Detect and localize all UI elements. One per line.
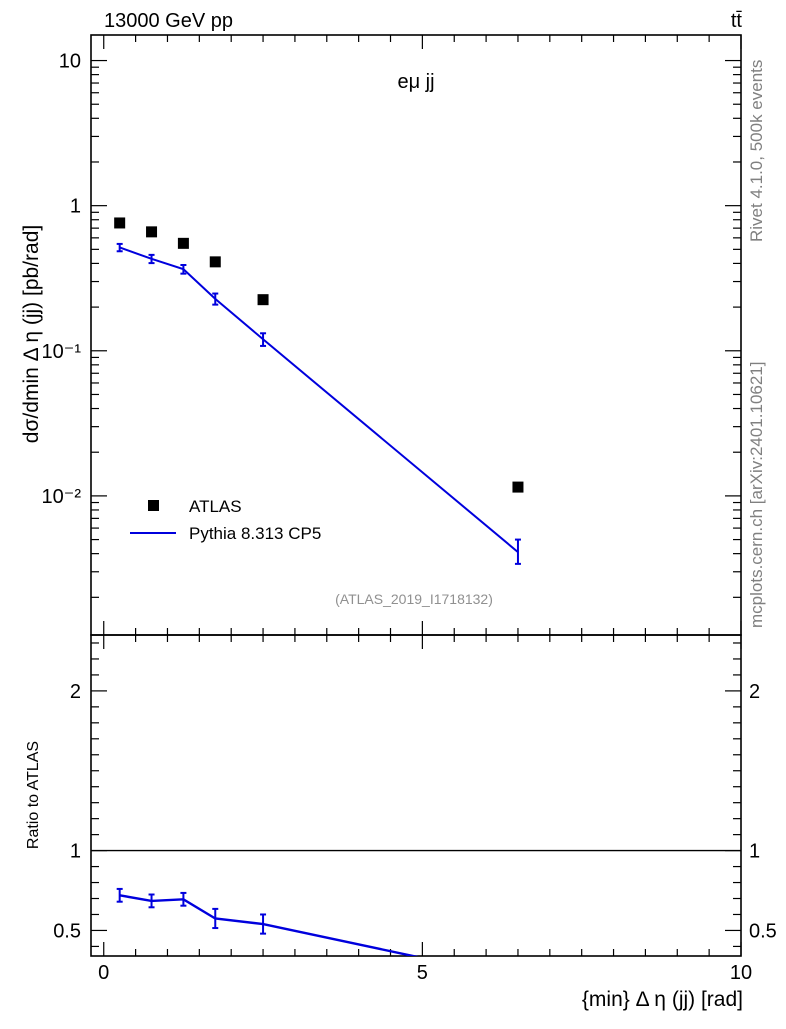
atlas-data-point — [114, 217, 126, 229]
x-tick-label: 10 — [730, 962, 752, 984]
main-panel: 10 1 10⁻¹ 10⁻² eμ jj dσ/dmin Δ η (jj) [pb/r… — [20, 34, 742, 636]
legend: ATLAS Pythia 8.313 CP5 — [130, 497, 321, 543]
ratio-y-tick-label: 2 — [70, 681, 81, 703]
main-y-tick-label: 10⁻² — [42, 486, 82, 508]
main-y-tick-label: 10 — [59, 51, 81, 73]
main-plot-frame — [90, 34, 742, 636]
ratio-plot-frame — [90, 634, 742, 957]
panel-label: eμ jj — [397, 71, 434, 93]
main-y-tick-label: 10⁻¹ — [42, 341, 82, 363]
rivet-version-label: Rivet 4.1.0, 500k events — [747, 60, 766, 242]
ratio-y-tick-label-right: 0.5 — [749, 920, 777, 942]
x-axis-label: {min} Δ η (jj) [rad] — [582, 988, 743, 1011]
legend-pythia-label: Pythia 8.313 CP5 — [189, 524, 321, 543]
ratio-panel: 0.5 0.5 1 1 2 2 0 5 10 Ratio to ATLAS {min} Δ η … — [25, 634, 777, 1011]
x-tick-label: 5 — [417, 962, 428, 984]
main-y-tick-labels: 10 1 10⁻¹ 10⁻² — [42, 51, 82, 508]
legend-atlas-marker — [148, 500, 159, 511]
ratio-data-marks — [91, 849, 741, 956]
atlas-data-point — [209, 256, 221, 268]
main-data-marks — [114, 217, 524, 565]
ratio-ticks — [91, 635, 742, 956]
pythia-series-line — [119, 246, 519, 553]
ratio-y-tick-label: 0.5 — [53, 920, 81, 942]
mcplots-label: mcplots.cern.ch [arXiv:2401.10621] — [747, 362, 766, 628]
energy-label: 13000 GeV pp — [104, 10, 233, 32]
atlas-data-point — [512, 481, 524, 493]
ratio-y-tick-label-right: 2 — [749, 681, 760, 703]
analysis-reference: (ATLAS_2019_I1718132) — [335, 591, 493, 607]
main-y-tick-label: 1 — [70, 196, 81, 218]
ratio-y-axis-label: Ratio to ATLAS — [25, 741, 42, 849]
atlas-data-point — [177, 237, 189, 249]
main-y-axis-label: dσ/dmin Δ η (jj) [pb/rad] — [20, 225, 43, 443]
atlas-data-point — [146, 226, 158, 238]
legend-atlas-label: ATLAS — [189, 497, 242, 516]
ratio-tick-labels: 0.5 0.5 1 1 2 2 0 5 10 — [53, 681, 777, 984]
ratio-y-tick-label-right: 1 — [749, 841, 760, 863]
main-y-ticks — [91, 35, 742, 635]
ratio-y-tick-label: 1 — [70, 841, 81, 863]
ratio-series-line — [119, 894, 419, 956]
x-tick-label: 0 — [98, 962, 109, 984]
process-label: tt̄ — [731, 10, 743, 32]
atlas-data-point — [257, 294, 269, 306]
